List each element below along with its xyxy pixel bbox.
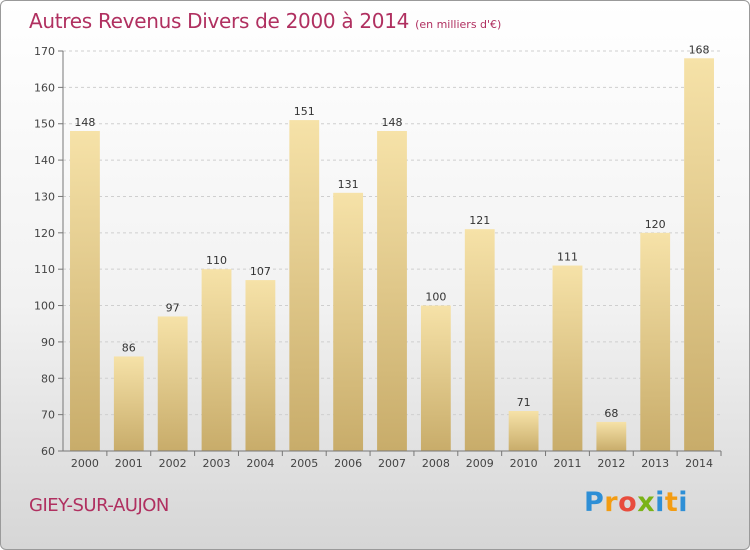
- bar-2006[interactable]: [333, 192, 364, 451]
- logo-letter: r: [604, 487, 619, 518]
- bar-value-label: 121: [469, 214, 490, 227]
- y-tick-label: 150: [34, 118, 55, 131]
- x-tick-label: 2007: [378, 457, 406, 470]
- y-tick-label: 90: [41, 336, 55, 349]
- y-axis: 60 70 80 90 100 110 120 130 140 150 160 170: [34, 45, 64, 458]
- x-tick-label: 2003: [203, 457, 231, 470]
- x-tick-label: 2013: [641, 457, 669, 470]
- x-tick-label: 2001: [115, 457, 143, 470]
- bars: 148 86 97 110 107 151 131 148 100 121 71 111 68 120 16…: [70, 43, 714, 451]
- y-tick-label: 100: [34, 300, 55, 313]
- bar-value-label: 148: [382, 116, 403, 129]
- chart-subtitle: (en milliers d'€): [415, 18, 502, 31]
- bar-2007[interactable]: [377, 131, 407, 451]
- chart-title: Autres Revenus Divers de 2000 à 2014 (en …: [29, 9, 501, 33]
- y-tick-label: 160: [34, 81, 55, 94]
- bar-2003[interactable]: [201, 269, 232, 451]
- bar-value-label: 168: [689, 43, 710, 56]
- bar-value-label: 120: [645, 218, 666, 231]
- bar-value-label: 151: [294, 105, 315, 118]
- bar-value-label: 107: [250, 265, 271, 278]
- bar-2011[interactable]: [552, 265, 583, 451]
- bar-2014[interactable]: [684, 58, 714, 451]
- bar-value-label: 86: [122, 341, 136, 354]
- bar-2005[interactable]: [289, 120, 320, 451]
- bar-value-label: 97: [166, 301, 180, 314]
- y-tick-label: 120: [34, 227, 55, 240]
- bar-2002[interactable]: [157, 316, 188, 451]
- bar-value-label: 110: [206, 254, 227, 267]
- bar-value-label: 68: [604, 407, 618, 420]
- logo-letter: x: [637, 487, 656, 518]
- commune-name: GIEY-SUR-AUJON: [29, 495, 169, 516]
- title-text: Autres Revenus Divers de 2000 à 2014: [29, 9, 410, 33]
- x-tick-label: 2002: [159, 457, 187, 470]
- bar-2004[interactable]: [245, 280, 276, 451]
- x-tick-label: 2012: [597, 457, 625, 470]
- y-tick-label: 140: [34, 154, 55, 167]
- x-tick-label: 2004: [246, 457, 274, 470]
- x-tick-label: 2005: [290, 457, 318, 470]
- y-tick-label: 110: [34, 263, 55, 276]
- bar-value-label: 111: [557, 251, 578, 264]
- bar-2008[interactable]: [420, 305, 451, 451]
- bar-value-label: 131: [338, 178, 359, 191]
- bar-2012[interactable]: [596, 421, 627, 451]
- x-tick-label: 2008: [422, 457, 450, 470]
- logo-letter: t: [664, 487, 679, 518]
- bar-value-label: 71: [517, 396, 531, 409]
- x-axis: 2000 2001 2002 2003 2004 2005 2006 2007 2008 2009…: [63, 450, 722, 470]
- y-tick-label: 130: [34, 190, 55, 203]
- logo-letter: o: [618, 487, 638, 518]
- bar-2009[interactable]: [464, 229, 495, 451]
- bar-value-label: 148: [74, 116, 95, 129]
- bar-value-label: 100: [425, 291, 446, 304]
- logo-letter: i: [655, 487, 665, 518]
- bar-2001[interactable]: [113, 356, 144, 451]
- y-tick-label: 80: [41, 372, 55, 385]
- x-tick-label: 2006: [334, 457, 362, 470]
- bar-2013[interactable]: [640, 232, 671, 451]
- x-tick-label: 2009: [466, 457, 494, 470]
- x-tick-label: 2000: [71, 457, 99, 470]
- logo-letter: i: [678, 487, 689, 518]
- x-tick-label: 2014: [685, 457, 713, 470]
- y-tick-label: 170: [34, 45, 55, 58]
- logo-letter: P: [584, 487, 605, 518]
- bar-2010[interactable]: [508, 411, 539, 451]
- bar-2000[interactable]: [70, 131, 100, 451]
- x-tick-label: 2011: [553, 457, 581, 470]
- proxiti-logo[interactable]: Proxiti: [584, 487, 688, 518]
- x-tick-label: 2010: [510, 457, 538, 470]
- y-tick-label: 60: [41, 445, 55, 458]
- y-tick-label: 70: [41, 409, 55, 422]
